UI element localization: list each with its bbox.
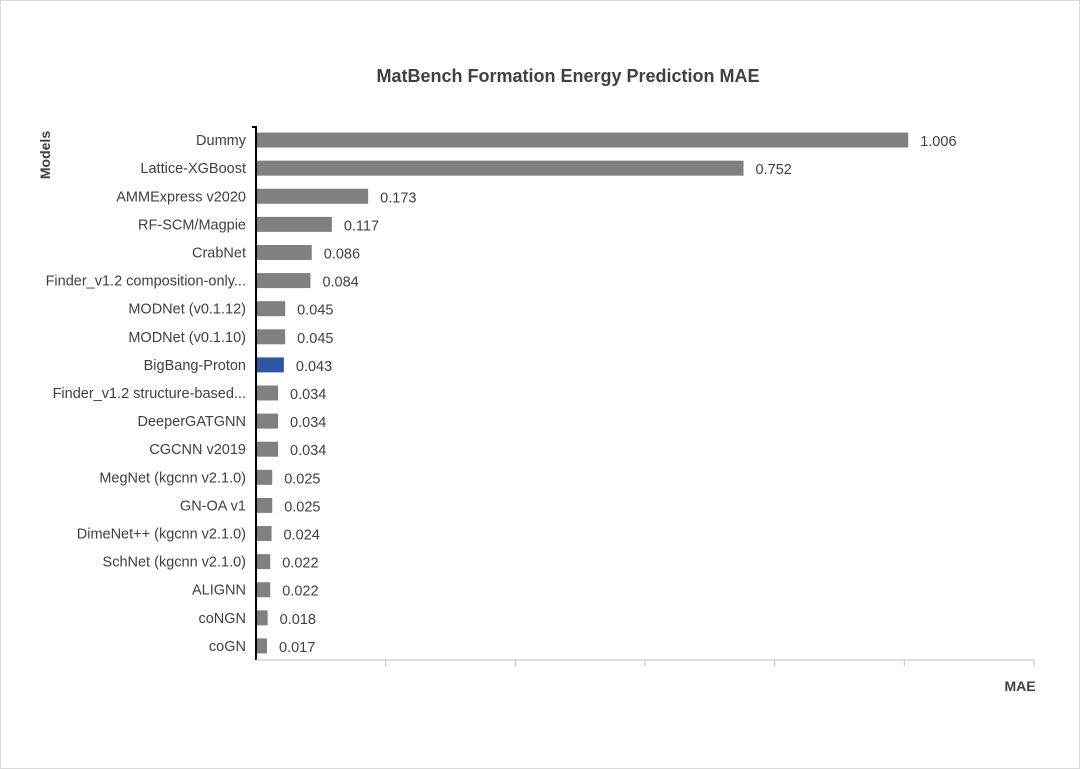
bar-1 [256, 160, 744, 176]
bar-15 [256, 554, 271, 570]
bar-11 [256, 441, 279, 457]
data-label-0: 1.006 [920, 134, 956, 150]
category-label-17: coNGN [198, 611, 246, 627]
category-label-7: MODNet (v0.1.10) [128, 330, 246, 346]
x-axis-title: MAE [1004, 678, 1035, 694]
category-label-1: Lattice-XGBoost [140, 161, 246, 177]
category-label-18: coGN [209, 639, 246, 655]
category-label-12: MegNet (kgcnn v2.1.0) [99, 470, 246, 486]
bar-4 [256, 244, 312, 260]
bars-group [256, 132, 909, 654]
category-label-10: DeeperGATGNN [137, 414, 246, 430]
data-label-2: 0.173 [380, 190, 416, 206]
bar-7 [256, 329, 286, 345]
bar-10 [256, 413, 279, 429]
category-label-16: ALIGNN [192, 583, 246, 599]
category-label-15: SchNet (kgcnn v2.1.0) [103, 555, 246, 571]
category-label-2: AMMExpress v2020 [116, 189, 246, 205]
bar-3 [256, 216, 332, 232]
category-labels-group: Dummy Lattice-XGBoost AMMExpress v2020 RF-S… [46, 133, 247, 655]
category-label-11: CGCNN v2019 [149, 442, 246, 458]
data-label-7: 0.045 [297, 331, 333, 347]
bar-18 [256, 638, 268, 654]
data-label-8: 0.043 [296, 359, 332, 375]
data-label-12: 0.025 [284, 471, 320, 487]
bar-16 [256, 582, 271, 598]
axes-group [252, 126, 1035, 666]
bar-6 [256, 301, 286, 317]
data-label-14: 0.024 [284, 528, 320, 544]
category-label-4: CrabNet [192, 245, 246, 261]
category-label-8: BigBang-Proton [144, 358, 246, 374]
category-label-6: MODNet (v0.1.12) [128, 302, 246, 318]
data-label-1: 0.752 [756, 162, 792, 178]
bar-2 [256, 188, 369, 204]
bar-5 [256, 273, 311, 289]
data-label-18: 0.017 [279, 640, 315, 656]
data-label-6: 0.045 [297, 303, 333, 319]
data-label-4: 0.086 [324, 246, 360, 262]
data-label-5: 0.084 [322, 275, 358, 291]
data-label-16: 0.022 [282, 584, 318, 600]
category-label-3: RF-SCM/Magpie [138, 217, 246, 233]
data-label-15: 0.022 [282, 556, 318, 572]
bar-12 [256, 469, 273, 485]
category-label-14: DimeNet++ (kgcnn v2.1.0) [77, 527, 246, 543]
bar-9 [256, 385, 279, 401]
y-axis-title: Models [37, 131, 53, 179]
bar-0 [256, 132, 909, 148]
bar-13 [256, 497, 273, 513]
data-label-3: 0.117 [344, 218, 379, 234]
bar-17 [256, 610, 268, 626]
bar-8 [256, 357, 284, 373]
category-label-13: GN-OA v1 [180, 498, 246, 514]
data-label-17: 0.018 [280, 612, 316, 628]
bar-14 [256, 526, 272, 542]
data-label-13: 0.025 [284, 499, 320, 515]
category-label-9: Finder_v1.2 structure-based... [53, 386, 246, 402]
category-label-5: Finder_v1.2 composition-only... [46, 274, 246, 290]
data-label-9: 0.034 [290, 387, 326, 403]
data-label-11: 0.034 [290, 443, 326, 459]
chart-title: MatBench Formation Energy Prediction MAE [376, 66, 759, 86]
data-label-10: 0.034 [290, 415, 326, 431]
category-label-0: Dummy [196, 133, 247, 149]
